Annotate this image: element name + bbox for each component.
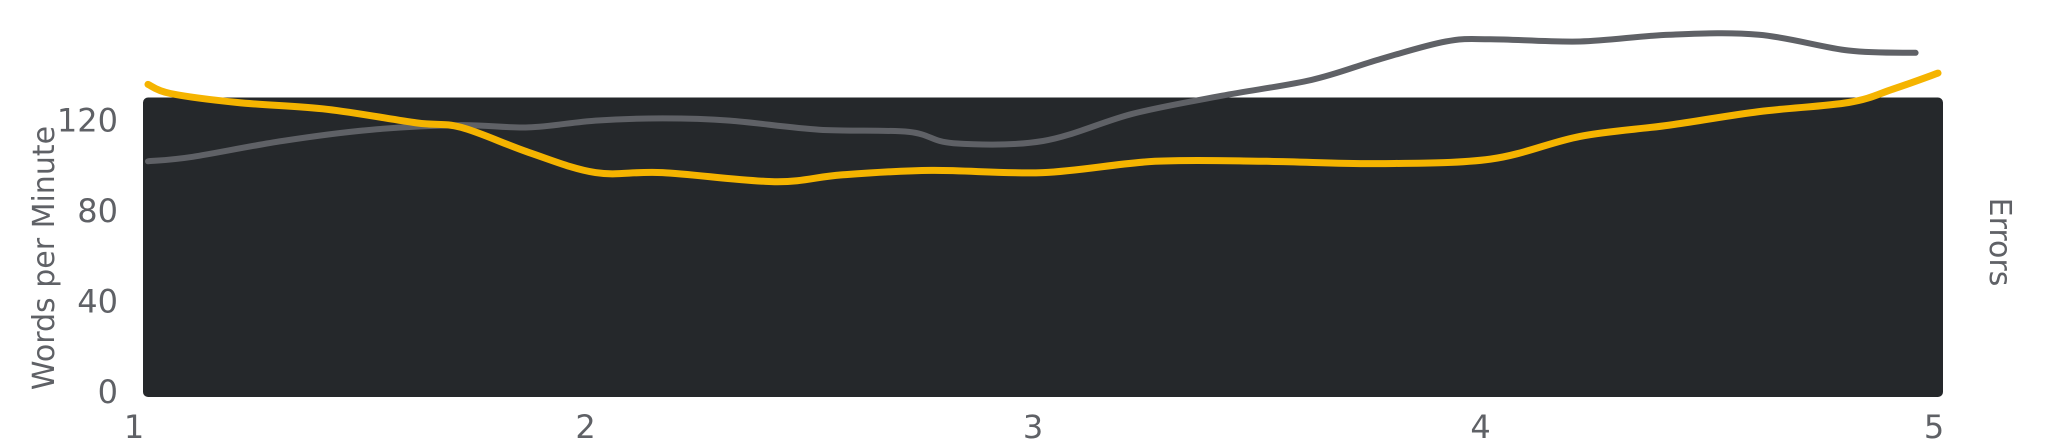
- y-tick-label: 120: [57, 102, 118, 140]
- x-tick-label: 1: [124, 408, 144, 443]
- x-tick-label: 3: [1023, 408, 1043, 443]
- line-layer: [144, 30, 1942, 186]
- y-tick-label: 40: [77, 283, 118, 321]
- x-tick-label: 4: [1470, 408, 1490, 443]
- x-tick-label: 5: [1924, 408, 1944, 443]
- x-tick-label: 2: [575, 408, 595, 443]
- y-tick-label: 0: [98, 373, 118, 411]
- y-tick-label: 80: [77, 192, 118, 230]
- background-area: [143, 97, 1943, 397]
- tick-layer: 0 40 80 120 1 2 3 4 5: [57, 102, 1944, 443]
- y-axis-title: Words per Minute: [27, 126, 62, 390]
- area-layer: [143, 97, 1943, 397]
- wpm-line: [144, 69, 1942, 186]
- y2-axis-title: Errors: [1982, 198, 2017, 287]
